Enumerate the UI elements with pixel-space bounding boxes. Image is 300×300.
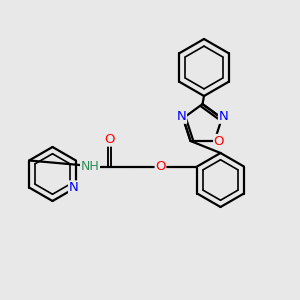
Text: O: O: [104, 133, 115, 146]
Text: O: O: [214, 134, 224, 148]
Text: N: N: [177, 110, 187, 123]
Text: N: N: [218, 110, 228, 123]
Text: O: O: [155, 160, 166, 173]
Text: N: N: [69, 181, 78, 194]
Text: NH: NH: [81, 160, 99, 173]
